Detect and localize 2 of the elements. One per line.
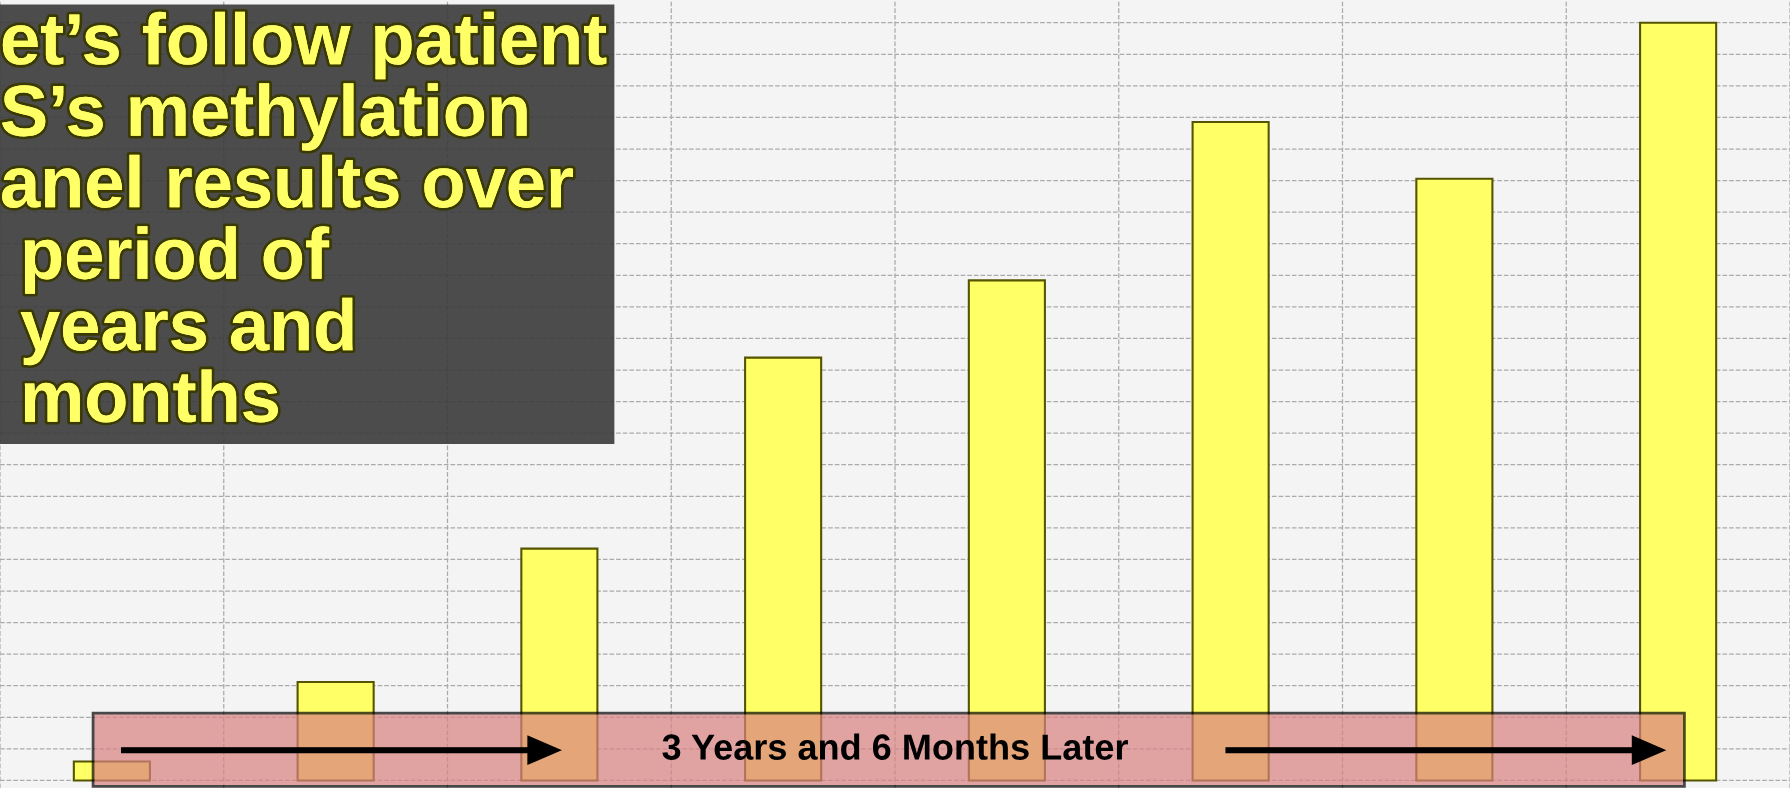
- annotation: 3 Years and 6 Months Later: [662, 733, 1128, 760]
- text: et’s follow patient S’s methylation anel results over period of years and months: [2, 11, 607, 423]
